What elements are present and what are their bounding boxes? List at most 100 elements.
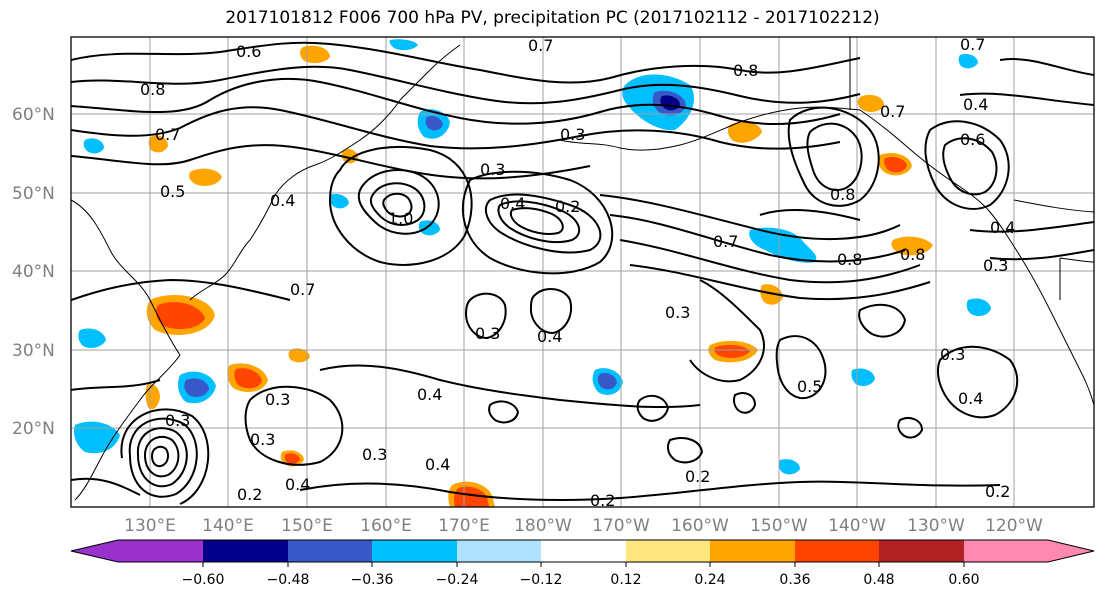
contour-line (71, 77, 841, 125)
contour-label: 0.7 (880, 102, 905, 121)
contour-line (936, 345, 1019, 419)
lon-tick-label: 130°W (907, 516, 965, 536)
colorbar-tick-label: −0.48 (267, 572, 310, 588)
contour-line (461, 170, 614, 275)
contour-line (787, 106, 880, 207)
contour-label: 0.6 (236, 42, 261, 61)
contour-line (759, 209, 861, 221)
contour-line (120, 408, 210, 505)
colorbar-segment (118, 540, 203, 562)
colorbar-segment (710, 540, 795, 562)
contour-label: 0.3 (362, 445, 387, 464)
contour-label: 0.3 (940, 345, 965, 364)
contour-line (629, 264, 931, 301)
contour-label: 0.7 (155, 125, 180, 144)
shade-blob (156, 302, 205, 330)
colorbar-segment (372, 540, 457, 562)
shade-blob (597, 373, 617, 390)
contour-label: 0.4 (417, 385, 442, 404)
lat-tick-label: 60°N (12, 105, 55, 125)
contour-label: 0.3 (480, 160, 505, 179)
contour-label: 0.3 (560, 125, 585, 144)
lon-tick-label: 150°E (281, 516, 333, 536)
shade-blob (329, 193, 349, 209)
shade-blob (145, 384, 160, 410)
colorbar: −0.60 −0.48 −0.36 −0.24 −0.12 0.12 0.24 … (70, 539, 1095, 588)
contour-line (464, 292, 507, 340)
contour-line (71, 41, 861, 84)
contour-label: 0.2 (685, 467, 710, 486)
contour-line (666, 437, 704, 464)
contour-label: 0.7 (290, 280, 315, 299)
contour-line (484, 193, 602, 254)
lon-tick-label: 170°E (438, 516, 490, 536)
shade-blob (425, 115, 443, 131)
colorbar-outline (70, 539, 1095, 563)
contour-label: 0.8 (733, 61, 758, 80)
latitude-labels: 60°N 50°N 40°N 30°N 20°N (12, 105, 55, 439)
contour-line (71, 278, 291, 301)
colorbar-tick-label: 0.48 (863, 572, 894, 588)
shade-blob (749, 227, 817, 263)
contour-line (999, 58, 1094, 76)
colorbar-segment (203, 540, 288, 562)
shade-blob (958, 53, 978, 69)
contour-line (609, 214, 906, 263)
shade-blob (300, 45, 330, 64)
contour-line (382, 192, 413, 218)
contour-line (806, 122, 863, 191)
colorbar-tick-label: −0.12 (520, 572, 563, 588)
contour-line (71, 65, 861, 105)
shade-blob (778, 459, 800, 475)
contour-label: 0.4 (500, 194, 525, 213)
precipitation-shading (74, 39, 991, 507)
contour-label: 0.3 (250, 430, 275, 449)
contour-label: 0.3 (983, 256, 1008, 275)
colorbar-segment (795, 540, 879, 562)
contour-line (858, 303, 907, 338)
contour-line (924, 120, 1010, 210)
contour-line (143, 435, 180, 478)
contour-line (529, 288, 572, 335)
contour-line (497, 200, 581, 244)
colorbar-tick-label: 0.60 (948, 572, 979, 588)
contour-line (71, 477, 141, 496)
colorbar-segment (288, 540, 372, 562)
colorbar-tick-label: −0.60 (182, 572, 225, 588)
contour-line (71, 144, 591, 180)
contour-label: 0.6 (960, 130, 985, 149)
colorbar-tick-label: −0.24 (436, 572, 479, 588)
colorbar-tick-label: 0.36 (779, 572, 810, 588)
colorbar-tick-label: 0.24 (694, 572, 725, 588)
colorbar-tick-label: 0.12 (610, 572, 641, 588)
shade-blob (418, 220, 440, 236)
contour-line (369, 182, 426, 226)
shade-blob (78, 328, 106, 348)
contour-line (136, 427, 188, 488)
contour-label: 0.3 (475, 324, 500, 343)
contour-label: 0.8 (837, 250, 862, 269)
contour-label: 0.8 (830, 185, 855, 204)
contour-line (509, 207, 564, 236)
contour-label: 0.4 (285, 475, 310, 494)
contour-label: 0.2 (985, 482, 1010, 501)
shade-blob (288, 348, 310, 363)
contour-line (989, 249, 1094, 261)
coastline (71, 37, 1094, 501)
contour-line (150, 445, 170, 468)
contour-label: 0.4 (963, 95, 988, 114)
lon-tick-label: 150°W (750, 516, 808, 536)
contour-line (299, 480, 1001, 501)
colorbar-tick-label: −0.36 (351, 572, 394, 588)
contour-label: 0.8 (900, 245, 925, 264)
contour-label: 0.3 (165, 411, 190, 430)
colorbar-segment (541, 540, 626, 562)
shade-blob (760, 284, 783, 305)
lat-tick-label: 20°N (12, 419, 55, 439)
colorbar-min-extend (71, 540, 118, 562)
contour-line (328, 145, 473, 266)
contour-line (128, 417, 198, 498)
contour-line (599, 194, 901, 241)
lat-tick-label: 30°N (12, 341, 55, 361)
